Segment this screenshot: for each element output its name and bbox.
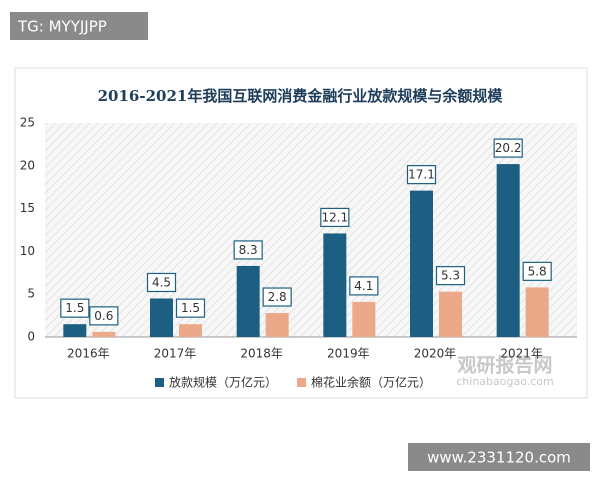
- value-label-box: [233, 240, 263, 260]
- value-label-box: [435, 266, 466, 286]
- value-label: 0.6: [94, 309, 113, 323]
- plot-area: [45, 123, 577, 337]
- legend-swatch: [297, 378, 307, 387]
- watermark-name: 观研报告网: [457, 354, 552, 377]
- value-label-box: [60, 298, 90, 318]
- legend-swatch: [155, 378, 164, 387]
- value-label-box: [262, 287, 292, 307]
- legend-label: 放款规模（万亿元）: [169, 375, 277, 390]
- value-label: 12.1: [321, 210, 348, 224]
- chart-title: 2016-2021年我国互联网消费金融行业放款规模与余额规模: [98, 87, 504, 105]
- y-tick-label: 25: [20, 116, 35, 130]
- bar: [525, 287, 549, 337]
- value-label: 8.3: [239, 243, 258, 257]
- y-tick-label: 10: [20, 244, 35, 258]
- tag-box: [10, 12, 148, 40]
- bar: [496, 164, 520, 337]
- x-tick-label: 2019年: [327, 347, 370, 361]
- value-label-box: [320, 207, 350, 228]
- value-label-box: [175, 298, 206, 318]
- value-label: 5.3: [441, 269, 460, 283]
- bar: [63, 324, 87, 337]
- value-label: 4.1: [354, 279, 373, 293]
- value-label: 1.5: [181, 301, 200, 315]
- y-tick-label: 5: [27, 287, 35, 301]
- y-tick-label: 0: [27, 330, 35, 344]
- x-tick-label: 2018年: [240, 347, 283, 361]
- footer-box: [408, 443, 590, 471]
- x-tick-label: 2021年: [500, 347, 543, 361]
- value-label: 1.5: [65, 301, 84, 315]
- y-tick-label: 15: [20, 201, 35, 215]
- value-label-box: [493, 138, 523, 158]
- legend-label: 棉花业余额（万亿元）: [311, 375, 431, 390]
- value-label: 5.8: [528, 264, 547, 278]
- value-label-box: [349, 276, 379, 296]
- bar: [236, 265, 260, 337]
- y-tick-label: 20: [20, 158, 35, 172]
- bar: [323, 233, 347, 337]
- bar: [410, 190, 433, 337]
- x-tick-label: 2016年: [67, 347, 110, 361]
- x-tick-label: 2017年: [154, 347, 197, 361]
- footer-url: www.2331120.com: [427, 449, 571, 467]
- bar: [150, 298, 173, 337]
- value-label-box: [89, 306, 119, 326]
- x-tick-label: 2020年: [414, 347, 457, 361]
- value-label-box: [406, 165, 437, 185]
- value-label-box: [146, 272, 177, 293]
- bar: [265, 313, 289, 337]
- bar: [439, 291, 462, 337]
- value-label: 2.8: [268, 290, 287, 304]
- bar: [92, 331, 116, 337]
- tag: TG: MYYJJPP: [17, 18, 107, 36]
- value-label: 4.5: [152, 275, 171, 289]
- value-label: 17.1: [408, 168, 435, 182]
- value-label: 20.2: [495, 141, 522, 155]
- bar: [179, 324, 202, 337]
- bar: [352, 301, 376, 337]
- value-label-box: [522, 261, 552, 281]
- watermark-url: chinabaogao.com: [456, 375, 554, 388]
